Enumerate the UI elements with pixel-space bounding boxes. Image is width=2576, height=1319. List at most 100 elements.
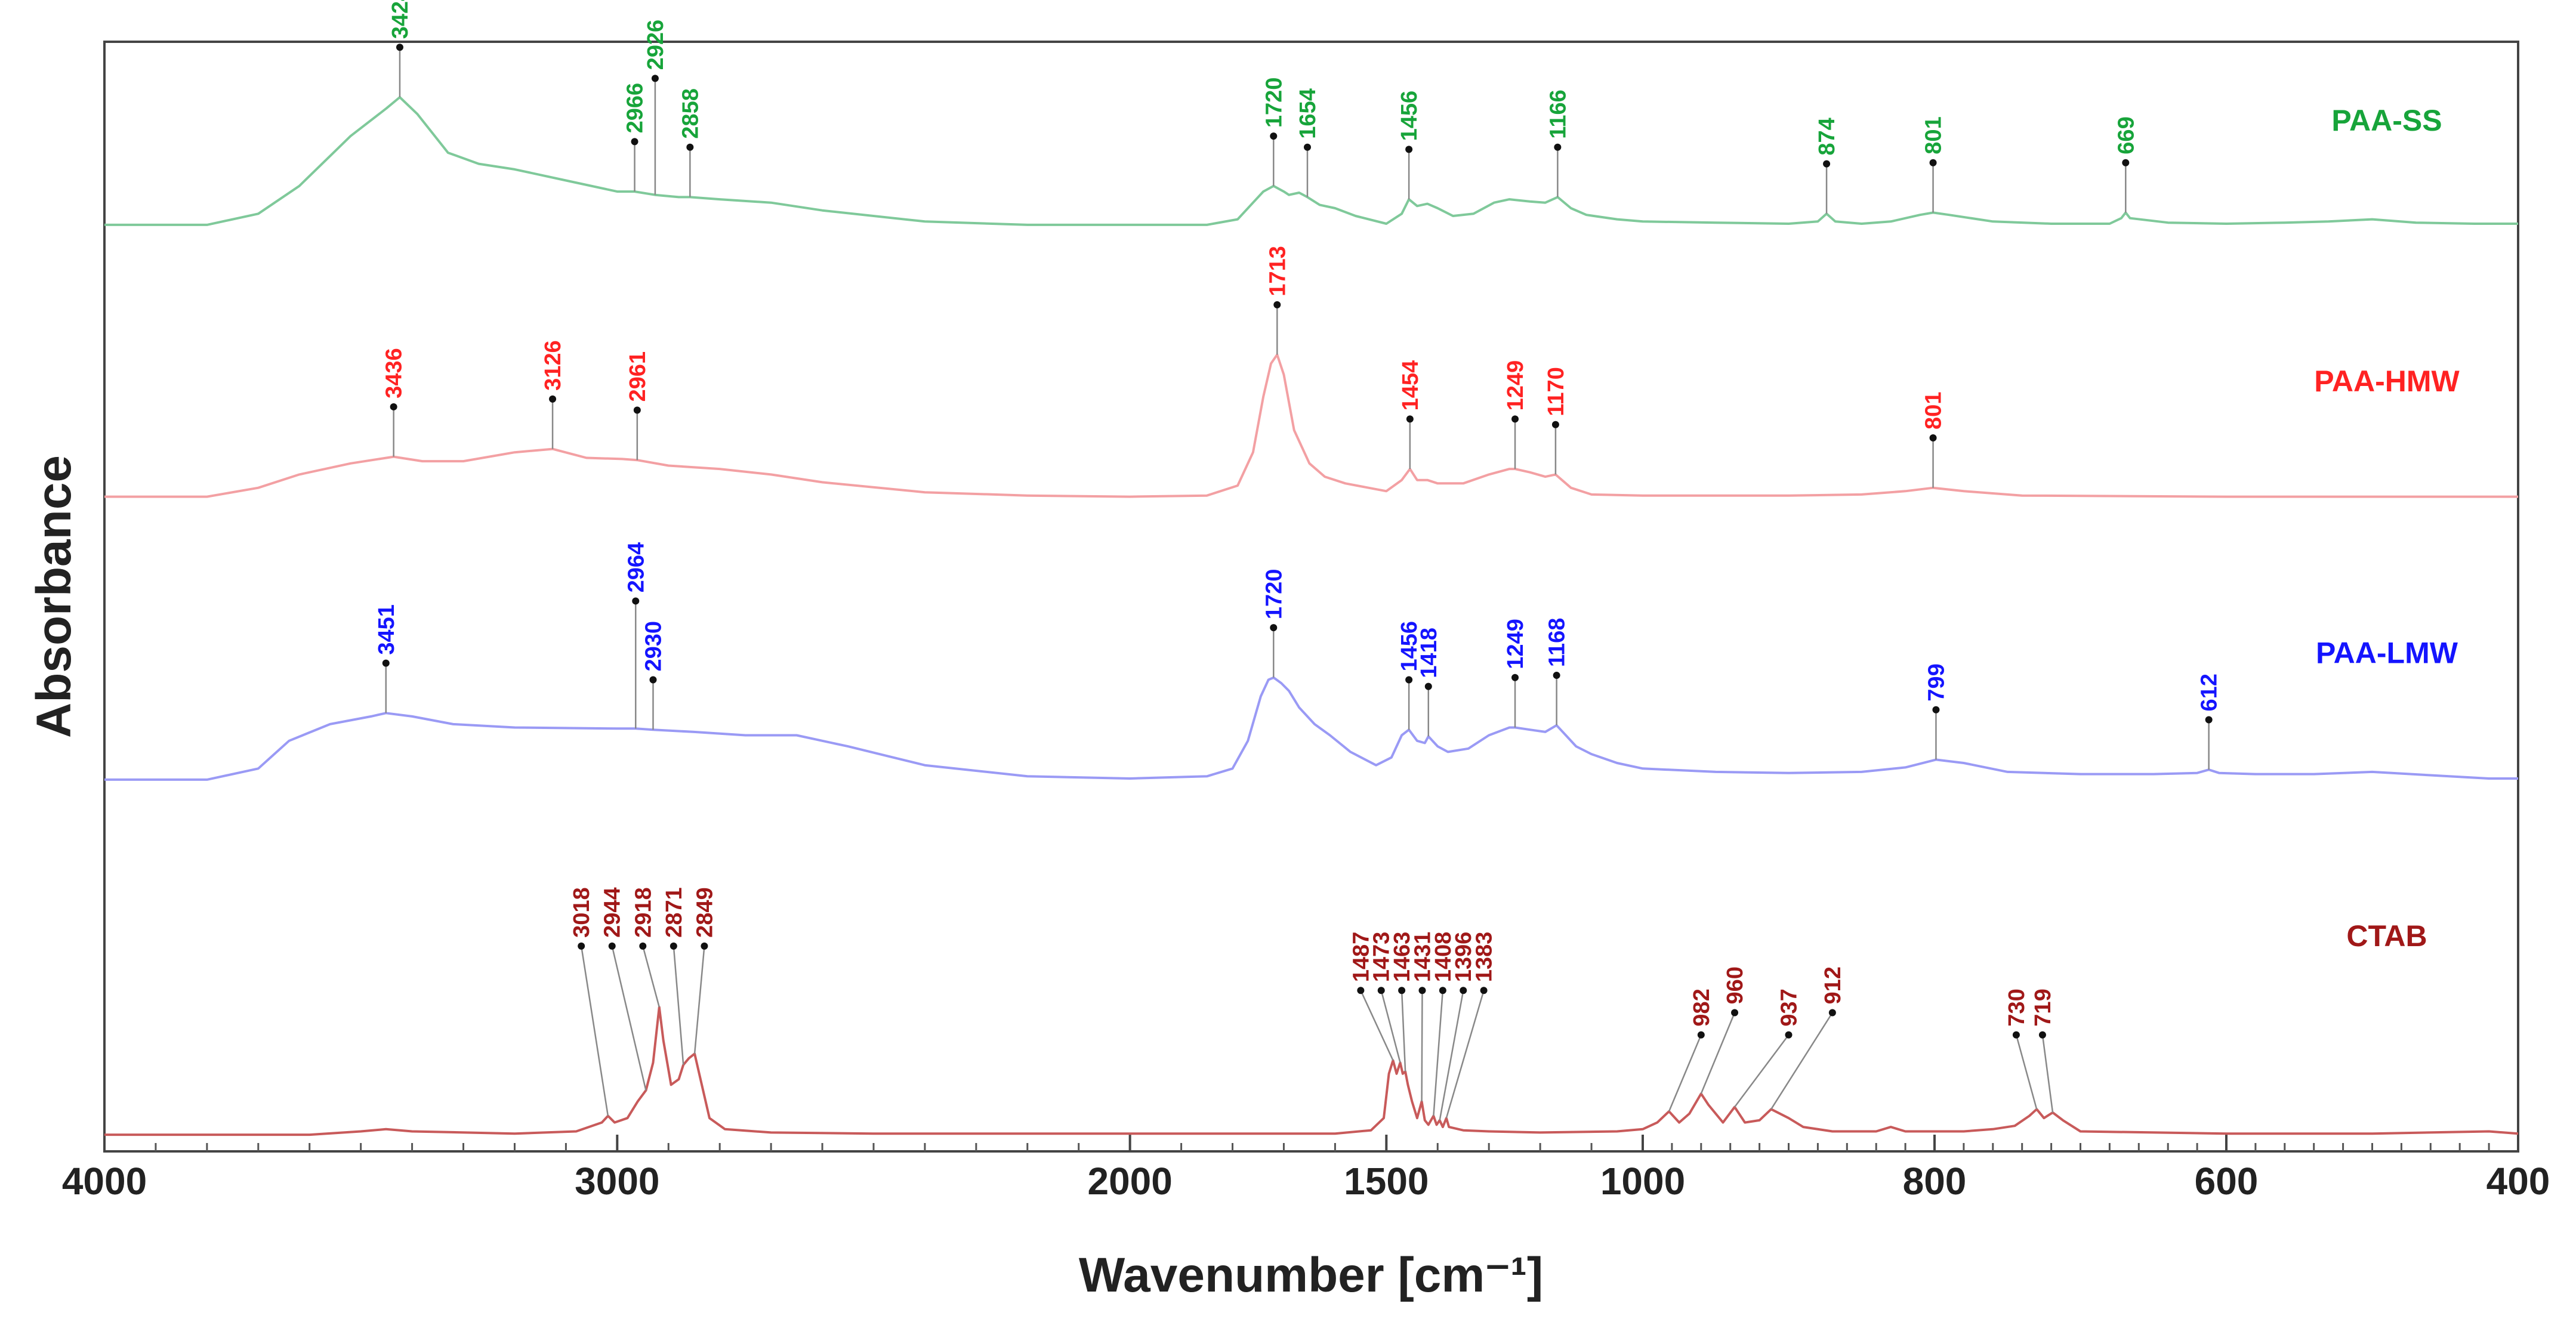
x-axis-title: Wavenumber [cm⁻¹] bbox=[1079, 1248, 1543, 1302]
peak-label: 1396 bbox=[1451, 932, 1476, 983]
peak-marker bbox=[1785, 1031, 1793, 1039]
peak-label: 937 bbox=[1777, 989, 1802, 1026]
peak-marker bbox=[1511, 674, 1519, 681]
series-line-paa-ss bbox=[104, 96, 2518, 226]
peak-label: 2849 bbox=[692, 887, 717, 938]
peak-label: 1463 bbox=[1390, 932, 1415, 983]
peak-label: 3451 bbox=[374, 604, 399, 655]
peak-marker bbox=[686, 143, 694, 151]
x-tick-label: 1500 bbox=[1344, 1160, 1429, 1203]
peak-leader bbox=[1770, 1012, 1833, 1110]
peak-label: 1249 bbox=[1503, 360, 1528, 411]
peak-leader bbox=[1668, 1034, 1702, 1112]
peak-label: 1720 bbox=[1261, 569, 1287, 620]
peak-label: 799 bbox=[1924, 663, 1949, 701]
peak-label: 982 bbox=[1689, 989, 1714, 1026]
peak-label: 2944 bbox=[600, 887, 625, 938]
peak-marker bbox=[633, 406, 641, 414]
peak-marker bbox=[1405, 146, 1413, 153]
peak-leader bbox=[1360, 990, 1394, 1061]
peak-annotations: 3424 2966 2926 2858 1720 1654 1456 1166 874 801 66… bbox=[374, 0, 2222, 1121]
peak-label: 1456 bbox=[1397, 621, 1422, 672]
peak-label: 3436 bbox=[382, 348, 407, 399]
peak-label: 3424 bbox=[388, 0, 413, 39]
peak-leader bbox=[1439, 990, 1464, 1121]
peak-marker bbox=[1270, 132, 1278, 140]
peak-marker bbox=[1828, 1009, 1836, 1017]
peak-marker bbox=[1398, 987, 1406, 994]
peak-marker bbox=[631, 138, 638, 146]
x-tick-label: 600 bbox=[2195, 1160, 2259, 1203]
peak-label: 1249 bbox=[1503, 619, 1528, 669]
peak-leader bbox=[1380, 990, 1401, 1063]
series-name-paa-hmw: PAA-HMW bbox=[2314, 364, 2460, 398]
peak-marker bbox=[2122, 159, 2130, 166]
peak-label: 1170 bbox=[1544, 367, 1569, 416]
peak-leader bbox=[672, 946, 684, 1065]
peak-label: 3126 bbox=[541, 340, 566, 391]
peak-marker bbox=[1553, 672, 1560, 679]
peak-label: 1454 bbox=[1398, 360, 1423, 411]
peak-marker bbox=[549, 395, 557, 403]
peak-marker bbox=[396, 44, 403, 51]
peak-label: 2926 bbox=[643, 20, 668, 70]
peak-leader bbox=[1421, 990, 1423, 1102]
peak-marker bbox=[1273, 301, 1281, 308]
peak-label: 669 bbox=[2114, 116, 2139, 154]
peak-marker bbox=[2012, 1031, 2020, 1039]
peak-leader bbox=[1700, 1012, 1736, 1094]
series-name-ctab: CTAB bbox=[2346, 919, 2427, 953]
series-line-paa-hmw bbox=[104, 353, 2518, 498]
peak-leader bbox=[611, 946, 647, 1091]
peak-label: 2964 bbox=[624, 542, 649, 593]
peak-label: 1654 bbox=[1295, 88, 1321, 139]
peak-marker bbox=[651, 75, 659, 82]
x-tick-label: 1000 bbox=[1600, 1160, 1685, 1203]
peak-marker bbox=[1270, 624, 1278, 632]
major-ticks bbox=[103, 1135, 2519, 1151]
peak-label: 1720 bbox=[1261, 78, 1287, 128]
series-name-paa-ss: PAA-SS bbox=[2331, 104, 2442, 137]
peak-label: 960 bbox=[1723, 966, 1748, 1004]
peak-marker bbox=[1480, 987, 1488, 994]
peak-leader bbox=[1433, 990, 1444, 1116]
peak-label: 874 bbox=[1815, 118, 1840, 155]
peak-marker bbox=[1731, 1009, 1739, 1017]
peak-leader bbox=[2041, 1034, 2054, 1113]
peak-marker bbox=[1439, 987, 1446, 994]
peak-leader bbox=[1734, 1034, 1790, 1108]
peak-label: 1713 bbox=[1265, 246, 1290, 296]
y-axis-title: Absorbance bbox=[27, 455, 81, 738]
peak-marker bbox=[1554, 143, 1562, 151]
peak-leader bbox=[1400, 990, 1406, 1072]
peak-marker bbox=[632, 597, 640, 605]
peak-label: 912 bbox=[1821, 966, 1846, 1004]
peak-marker bbox=[1551, 421, 1559, 428]
peak-label: 1487 bbox=[1349, 932, 1374, 983]
series-line-ctab bbox=[104, 1006, 2519, 1136]
x-tick-label: 3000 bbox=[575, 1160, 659, 1203]
peak-marker bbox=[1697, 1031, 1705, 1039]
x-tick-label: 2000 bbox=[1087, 1160, 1172, 1203]
x-tick-labels: 4000 3000 2000 1500 1000 800 600 400 bbox=[62, 1160, 2550, 1203]
peak-label: 2858 bbox=[678, 88, 703, 139]
peak-marker bbox=[1932, 706, 1940, 713]
peak-marker bbox=[1929, 159, 1937, 166]
peak-label: 2918 bbox=[631, 887, 656, 938]
peak-marker bbox=[1511, 415, 1519, 423]
peak-leader bbox=[642, 946, 661, 1008]
peak-marker bbox=[1823, 160, 1831, 168]
x-tick-label: 4000 bbox=[62, 1160, 147, 1203]
peak-marker bbox=[382, 659, 390, 667]
x-tick-label: 800 bbox=[1903, 1160, 1967, 1203]
peak-label: 2966 bbox=[623, 83, 648, 134]
peak-marker bbox=[578, 942, 585, 950]
peak-marker bbox=[701, 942, 708, 950]
peak-leader bbox=[1445, 990, 1485, 1119]
peak-leader bbox=[2015, 1034, 2038, 1110]
peak-label: 801 bbox=[1921, 392, 1946, 430]
peak-label: 2961 bbox=[625, 351, 650, 402]
peak-label: 612 bbox=[2197, 674, 2222, 711]
peak-marker bbox=[670, 942, 677, 950]
peak-marker bbox=[1377, 987, 1385, 994]
